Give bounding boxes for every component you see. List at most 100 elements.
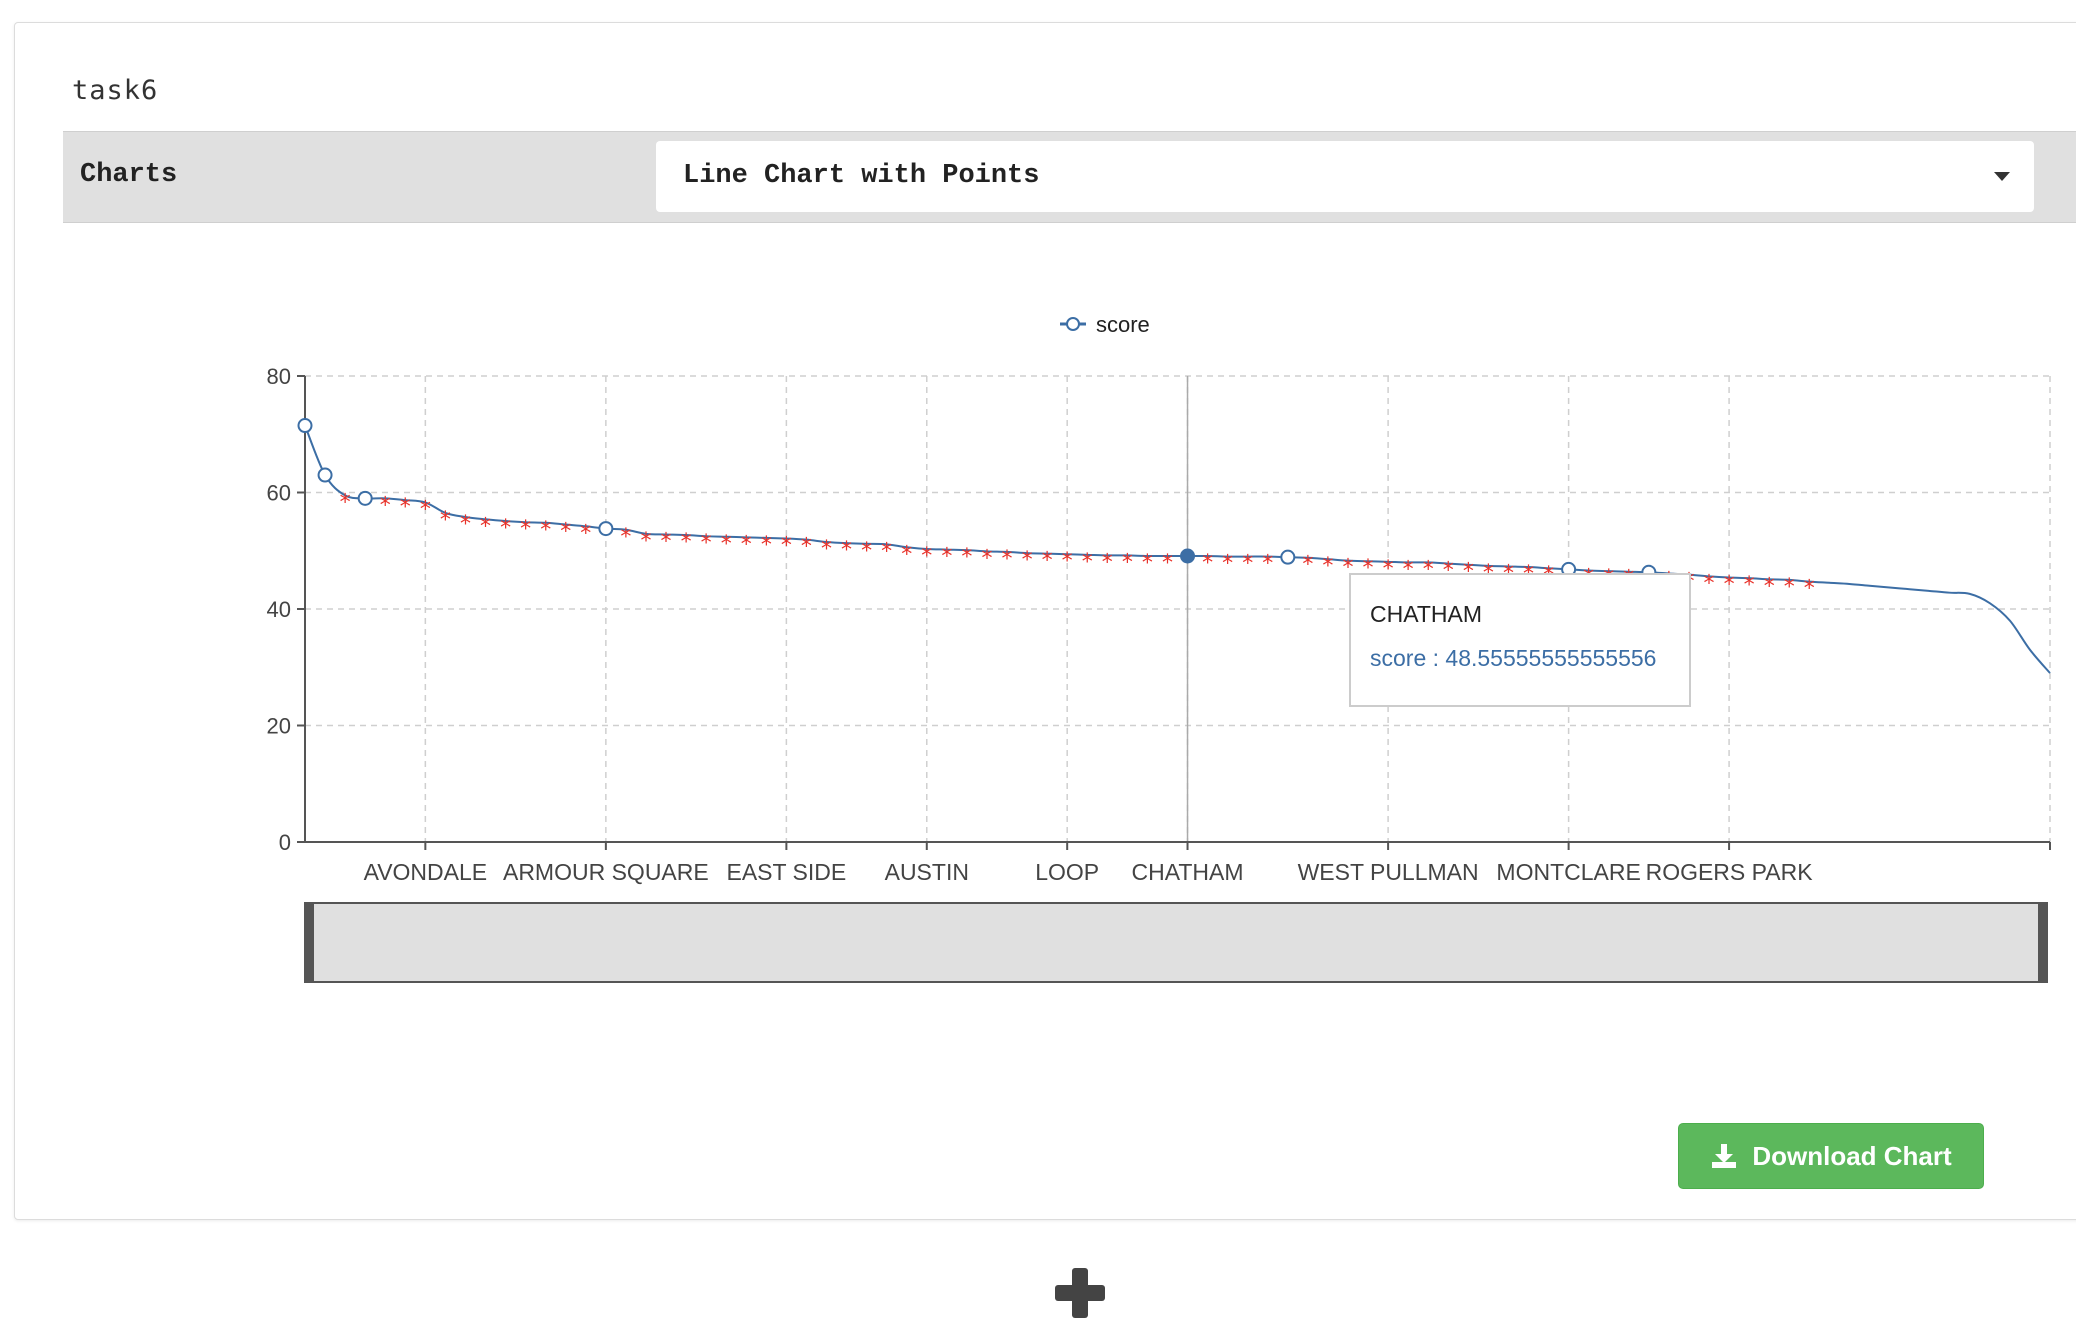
data-point-star: * [620, 525, 631, 550]
tooltip-separator: : [1426, 645, 1445, 671]
y-tick-label: 60 [267, 481, 291, 506]
data-point-star: * [1463, 560, 1474, 585]
data-point-star: * [1142, 551, 1153, 576]
legend-label: score [1096, 312, 1150, 337]
data-point-circle [1280, 549, 1296, 565]
chevron-down-icon[interactable] [1994, 172, 2010, 181]
data-point-star: * [1042, 549, 1053, 574]
x-tick-label: MONTCLARE [1496, 859, 1640, 885]
data-point-star: * [340, 490, 351, 515]
series-line [304, 425, 2051, 674]
data-point-star: * [1443, 559, 1454, 584]
data-point-star: * [781, 534, 792, 559]
data-point-star: * [1262, 552, 1273, 577]
data-point-star: * [661, 529, 672, 554]
data-point-star: * [981, 546, 992, 571]
zoom-handle-left[interactable] [305, 903, 314, 982]
data-point-star: * [721, 532, 732, 557]
data-point-circle [598, 521, 614, 537]
data-point-star: * [1383, 557, 1394, 582]
data-point-star: * [1423, 557, 1434, 582]
charts-label: Charts [80, 160, 178, 190]
data-point-star: * [640, 529, 651, 554]
data-point-star: * [420, 497, 431, 522]
data-point-star: * [1082, 550, 1093, 575]
data-point-star: * [1302, 553, 1313, 578]
data-point-highlighted [1180, 548, 1196, 564]
y-tick-label: 20 [267, 714, 291, 739]
data-point-star: * [701, 531, 712, 556]
x-tick-label: WEST PULLMAN [1298, 859, 1479, 885]
data-point-star: * [761, 533, 772, 558]
download-chart-button[interactable]: Download Chart [1678, 1123, 1984, 1189]
y-tick-label: 40 [267, 597, 291, 622]
data-point-star: * [460, 512, 471, 537]
tooltip-value: score : 48.55555555555556 [1370, 645, 1656, 671]
data-point-star: * [400, 495, 411, 520]
data-point-star: * [1724, 573, 1735, 598]
tooltip-value-number: 48.55555555555556 [1445, 645, 1656, 671]
x-tick-label: ARMOUR SQUARE [503, 859, 709, 885]
plus-icon-vertical [1072, 1268, 1088, 1318]
download-icon [1712, 1144, 1737, 1168]
data-point-star: * [1122, 550, 1133, 575]
data-point-star: * [1363, 556, 1374, 581]
data-point-star: * [801, 535, 812, 560]
data-point-star: * [500, 516, 511, 541]
data-point-circle [317, 467, 333, 483]
data-point-star: * [380, 493, 391, 518]
zoom-slider-track[interactable] [304, 902, 2048, 983]
data-point-star: * [1202, 551, 1213, 576]
data-point-star: * [1322, 554, 1333, 579]
data-point-circle [357, 490, 373, 506]
plus-icon[interactable] [1055, 1268, 1105, 1318]
data-point-star: * [1342, 556, 1353, 581]
zoom-handle-right[interactable] [2038, 903, 2047, 982]
tooltip-box [1349, 573, 1691, 707]
data-point-star: * [741, 532, 752, 557]
data-point-star: * [520, 517, 531, 542]
data-point-star: * [901, 542, 912, 567]
legend[interactable]: score [1060, 312, 1150, 337]
data-point-star: * [681, 530, 692, 555]
data-point-star: * [881, 539, 892, 564]
data-point-star: * [841, 538, 852, 563]
x-tick-label: CHATHAM [1132, 859, 1244, 885]
data-point-star: * [1162, 551, 1173, 576]
data-point-star: * [921, 544, 932, 569]
data-point-star: * [1764, 574, 1775, 599]
series-score[interactable]: * * * * * * * * * * * * * * * * * * * * * * * * * * * * * * * * * * * * * * * *… [297, 418, 2051, 674]
data-point-circle [297, 418, 313, 434]
chart-type-select[interactable]: Line Chart with Points [656, 141, 2034, 212]
zoom-slider[interactable] [304, 902, 2048, 983]
x-tick-label: EAST SIDE [727, 859, 847, 885]
data-point-star: * [1062, 549, 1073, 574]
axes: 0 20 40 60 80 AVONDALE ARMOUR SQUARE EAST SIDE A… [267, 364, 2051, 885]
data-point-star: * [560, 520, 571, 545]
download-chart-label: Download Chart [1752, 1140, 1952, 1171]
data-point-star: * [821, 537, 832, 562]
data-point-star: * [1403, 557, 1414, 582]
grid-lines [305, 375, 2051, 842]
data-point-star: * [480, 514, 491, 539]
data-point-star: * [861, 539, 872, 564]
data-point-star: * [540, 518, 551, 543]
data-point-star: * [1784, 575, 1795, 600]
data-point-star: * [1022, 548, 1033, 573]
legend-marker-icon [1066, 317, 1080, 331]
data-point-star: * [580, 521, 591, 546]
data-point-star: * [440, 508, 451, 533]
x-tick-label: AUSTIN [885, 859, 969, 885]
x-tick-label: AVONDALE [364, 859, 488, 885]
data-point-star: * [961, 545, 972, 570]
data-point-star: * [1102, 550, 1113, 575]
data-point-star: * [1002, 547, 1013, 572]
tooltip-title: CHATHAM [1370, 601, 1482, 627]
line-chart[interactable]: score 0 20 40 60 80 AVONDALE ARMOUR SQUARE EAST… [0, 0, 2076, 1000]
tooltip: CHATHAM score : 48.55555555555556 [1349, 573, 1691, 707]
data-point-star: * [1242, 552, 1253, 577]
tooltip-series-label: score [1370, 645, 1426, 671]
task-title: task6 [72, 75, 159, 106]
chart-type-selected-value: Line Chart with Points [683, 161, 1040, 191]
y-tick-label: 80 [267, 364, 291, 389]
